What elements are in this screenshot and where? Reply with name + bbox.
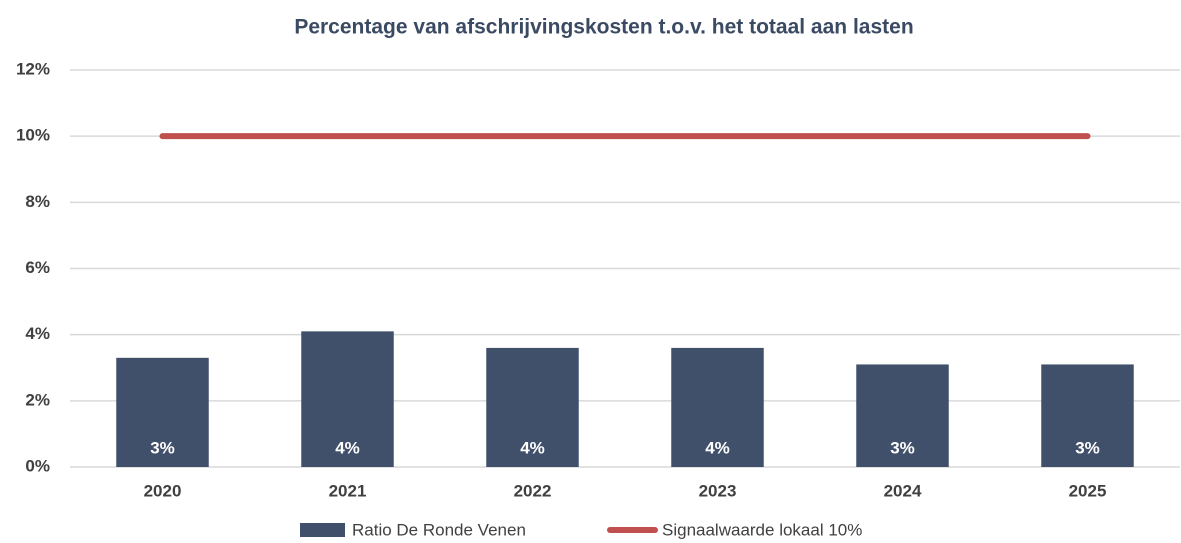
y-tick-label: 10% xyxy=(16,126,50,145)
legend-label: Signaalwaarde lokaal 10% xyxy=(662,520,862,539)
data-label: 3% xyxy=(890,438,915,457)
bar xyxy=(1041,364,1134,467)
bar xyxy=(301,331,394,467)
x-tick-label: 2020 xyxy=(144,481,182,500)
data-label: 3% xyxy=(1075,438,1100,457)
y-tick-label: 8% xyxy=(25,192,50,211)
y-tick-label: 6% xyxy=(25,258,50,277)
x-tick-label: 2022 xyxy=(514,481,552,500)
x-tick-label: 2023 xyxy=(699,481,737,500)
bar xyxy=(116,357,209,467)
data-label: 4% xyxy=(705,438,730,457)
y-tick-label: 4% xyxy=(25,324,50,343)
x-tick-label: 2021 xyxy=(329,481,367,500)
data-label: 4% xyxy=(335,438,360,457)
x-tick-label: 2024 xyxy=(884,481,922,500)
y-tick-label: 0% xyxy=(25,456,50,475)
y-tick-label: 2% xyxy=(25,390,50,409)
y-tick-label: 12% xyxy=(16,59,50,78)
data-label: 4% xyxy=(520,438,545,457)
data-label: 3% xyxy=(150,438,175,457)
bar xyxy=(671,347,764,467)
legend-marker xyxy=(300,523,345,537)
bar xyxy=(486,347,579,467)
chart-title: Percentage van afschrijvingskosten t.o.v… xyxy=(294,16,913,39)
legend-label: Ratio De Ronde Venen xyxy=(352,520,526,539)
x-tick-label: 2025 xyxy=(1069,481,1107,500)
bar xyxy=(856,364,949,467)
